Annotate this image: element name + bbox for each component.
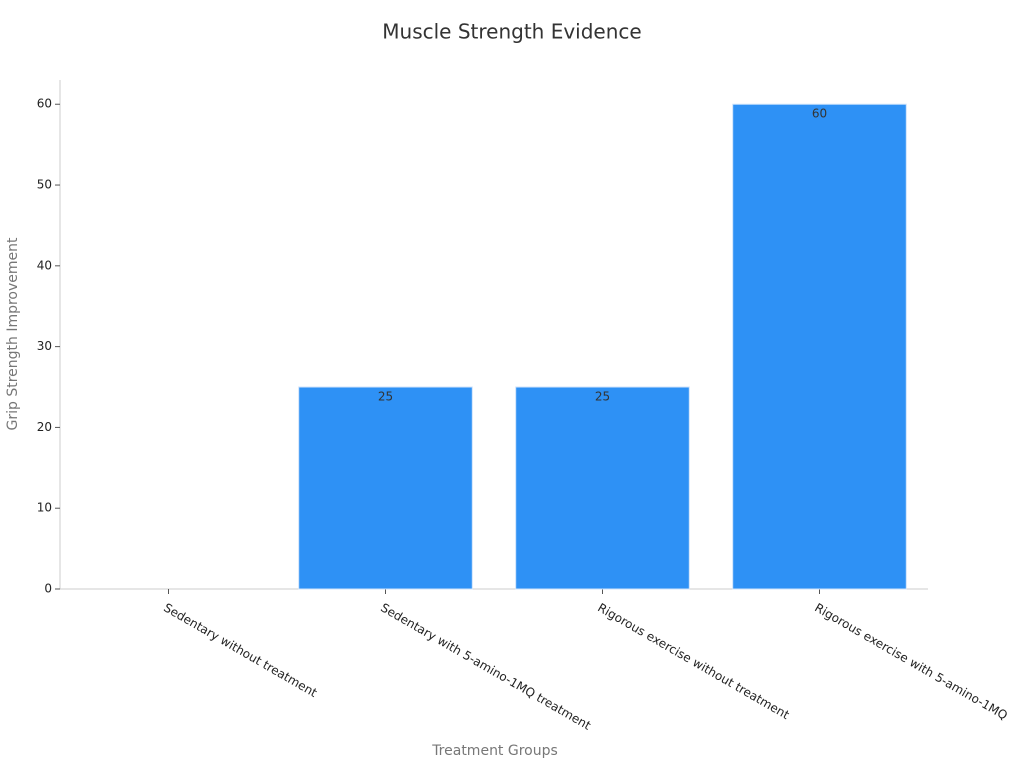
bar xyxy=(298,386,473,590)
x-tick-label: Sedentary without treatment xyxy=(161,601,319,701)
y-tick-label: 30 xyxy=(37,339,52,353)
x-tick-label: Rigorous exercise with 5-amino-1MQ xyxy=(812,601,1010,723)
value-label: 25 xyxy=(378,390,393,404)
chart-title: Muscle Strength Evidence xyxy=(382,20,641,44)
x-axis-title: Treatment Groups xyxy=(431,743,558,759)
y-tick-label: 0 xyxy=(44,582,52,596)
bar xyxy=(732,103,907,590)
x-tick-label: Sedentary with 5-amino-1MQ treatment xyxy=(378,601,593,733)
y-tick-label: 40 xyxy=(37,258,52,272)
y-axis-title: Grip Strength Improvement xyxy=(5,237,21,431)
x-tick-label: Rigorous exercise without treatment xyxy=(595,601,792,723)
value-label: 60 xyxy=(812,107,827,121)
y-tick-label: 10 xyxy=(37,501,52,515)
y-tick-label: 20 xyxy=(37,420,52,434)
bar xyxy=(515,386,690,590)
y-tick-label: 60 xyxy=(37,97,52,111)
value-label: 25 xyxy=(595,390,610,404)
y-tick-label: 50 xyxy=(37,178,52,192)
